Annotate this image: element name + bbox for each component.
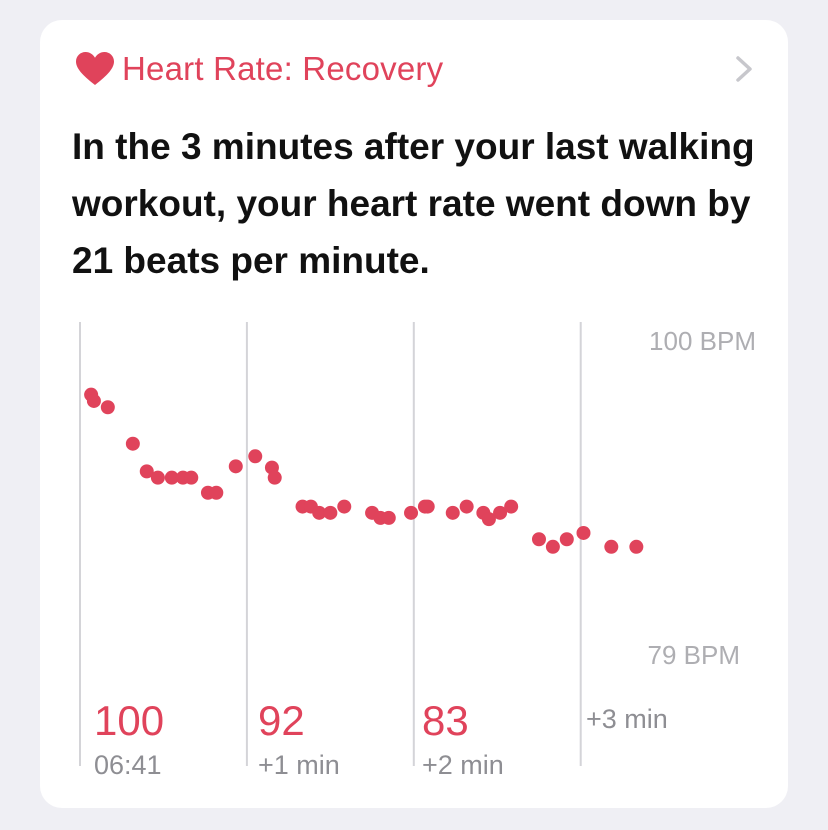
heart-rate-recovery-card[interactable]: Heart Rate: Recovery In the 3 minutes af…	[40, 20, 788, 808]
heart-rate-point-5	[150, 470, 165, 485]
heart-rate-point-29	[481, 512, 496, 527]
heart-rate-point-11	[228, 459, 243, 474]
min-bpm-label: 79 BPM	[647, 640, 741, 670]
heart-rate-point-17	[312, 505, 327, 520]
bucket-start: 100 06:41	[94, 698, 164, 784]
recovery-scatter-chart	[79, 322, 644, 766]
heart-rate-point-33	[545, 539, 560, 554]
heart-rate-point-23	[404, 505, 419, 520]
heart-rate-point-6	[164, 470, 179, 485]
bucket-plus-1-min: 92 +1 min	[258, 698, 340, 784]
card-title: Heart Rate: Recovery	[122, 50, 444, 87]
bucket-time-label: +2 min	[422, 750, 504, 780]
heart-rate-point-25	[420, 499, 435, 514]
recovery-summary: In the 3 minutes after your last walking…	[72, 126, 755, 281]
heart-rate-point-18	[323, 505, 338, 520]
heart-rate-point-2	[100, 400, 115, 415]
heart-rate-point-36	[604, 539, 619, 554]
heart-rate-point-31	[504, 499, 519, 514]
bucket-value: 83	[422, 697, 469, 744]
bucket-time-label: +3 min	[586, 704, 668, 734]
chevron-right-icon[interactable]	[732, 54, 756, 84]
heart-icon	[76, 52, 114, 86]
heart-rate-point-32	[531, 532, 546, 547]
heart-rate-point-1	[86, 393, 101, 408]
heart-rate-point-30	[493, 505, 508, 520]
bucket-value: 92	[258, 697, 305, 744]
bucket-plus-2-min: 83 +2 min	[422, 698, 504, 784]
heart-rate-point-26	[445, 505, 460, 520]
heart-rate-point-8	[184, 470, 199, 485]
heart-rate-point-37	[629, 539, 644, 554]
heart-rate-point-27	[459, 499, 474, 514]
max-bpm-label: 100 BPM	[649, 326, 756, 356]
heart-rate-point-35	[576, 525, 591, 540]
heart-rate-point-14	[267, 470, 282, 485]
heart-rate-point-19	[337, 499, 352, 514]
heart-rate-point-4	[139, 464, 154, 479]
heart-rate-point-12	[248, 449, 263, 464]
card-header: Heart Rate: Recovery	[76, 50, 443, 88]
bucket-value: 100	[94, 697, 165, 744]
heart-rate-point-22	[381, 510, 396, 525]
bucket-time-label: +1 min	[258, 750, 340, 780]
bucket-plus-3-min: +3 min	[586, 698, 668, 738]
heart-rate-point-3	[125, 436, 140, 451]
heart-rate-point-34	[559, 532, 574, 547]
bucket-time-label: 06:41	[94, 750, 162, 780]
heart-rate-point-10	[209, 485, 224, 500]
